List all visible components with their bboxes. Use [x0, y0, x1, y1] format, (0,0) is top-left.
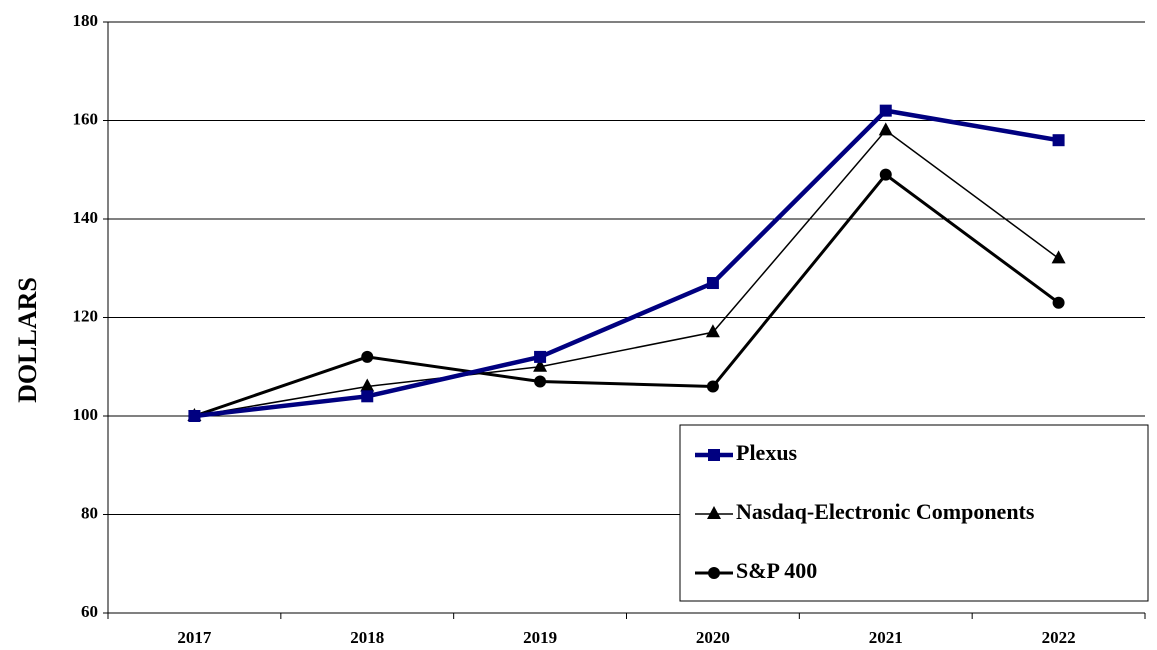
marker	[1051, 250, 1066, 264]
x-tick-label: 2020	[696, 628, 730, 647]
marker	[879, 168, 892, 181]
marker	[1052, 134, 1065, 147]
legend-box	[679, 424, 1149, 602]
x-tick-label: 2017	[177, 628, 212, 647]
marker	[361, 350, 374, 363]
legend-label: Nasdaq-Electronic Components	[736, 499, 1035, 524]
series-line	[194, 108, 1059, 419]
legend-marker	[707, 506, 721, 519]
legend-marker	[708, 449, 720, 461]
y-tick-label: 80	[81, 503, 98, 522]
y-tick-label: 160	[73, 109, 99, 128]
marker	[188, 410, 201, 422]
marker	[1052, 296, 1065, 309]
y-axis-label: DOLLARS	[13, 277, 42, 403]
marker	[533, 358, 548, 372]
y-tick-label: 140	[73, 208, 99, 227]
legend-marker	[708, 567, 720, 579]
marker	[534, 375, 547, 388]
marker	[879, 104, 892, 117]
marker	[360, 378, 375, 392]
y-tick-label: 60	[81, 602, 98, 621]
marker	[361, 390, 374, 403]
legend: Plexus Nasdaq-Electronic Components S&P 40…	[679, 424, 1149, 602]
marker	[706, 380, 719, 393]
marker	[706, 277, 719, 290]
x-tick-label: 2021	[869, 628, 903, 647]
series-line	[194, 129, 1060, 417]
legend-label: Plexus	[736, 440, 798, 465]
x-tick-label: 2018	[350, 628, 384, 647]
legend-label: S&P 400	[736, 558, 817, 583]
x-tick-label: 2019	[523, 628, 557, 647]
marker	[534, 350, 547, 363]
x-tick-label: 2022	[1042, 628, 1076, 647]
y-tick-label: 180	[73, 11, 99, 30]
marker	[878, 122, 893, 136]
series-line	[193, 172, 1060, 418]
y-tick-label: 120	[73, 306, 99, 325]
marker	[705, 324, 720, 338]
y-tick-label: 100	[73, 405, 99, 424]
